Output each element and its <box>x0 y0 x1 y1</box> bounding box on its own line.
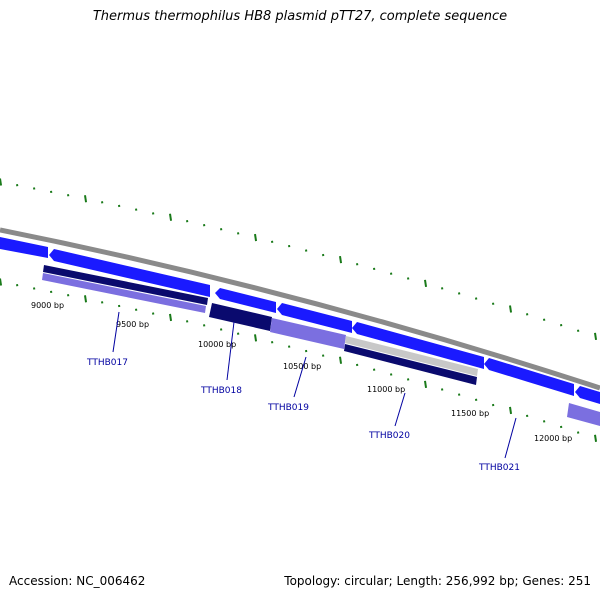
gene-label[interactable]: TTHB020 <box>368 431 410 441</box>
outer-tick-ring <box>0 178 598 340</box>
position-label: 10500 bp <box>283 362 321 371</box>
major-tick <box>339 255 343 264</box>
position-label: 9000 bp <box>31 301 64 310</box>
major-tick <box>169 213 173 221</box>
gene-leader-line <box>504 417 517 459</box>
major-tick <box>84 295 88 303</box>
map-title: Thermus thermophilus HB8 plasmid pTT27, … <box>92 9 508 24</box>
forward-gene-track <box>0 237 600 404</box>
inner-tick-ring <box>0 278 598 442</box>
gene-leader-line <box>394 392 406 427</box>
sequence-summary: Topology: circular; Length: 256,992 bp; … <box>284 574 591 588</box>
position-label: 12000 bp <box>534 434 572 443</box>
accession-text: Accession: NC_006462 <box>9 574 146 588</box>
feature-bar[interactable] <box>270 318 346 349</box>
feature-bar[interactable] <box>567 403 600 426</box>
feature-track <box>42 265 600 426</box>
major-tick <box>594 332 598 340</box>
gene-arrow[interactable] <box>49 249 210 297</box>
major-tick <box>509 406 513 415</box>
gene-arrow[interactable] <box>215 288 276 313</box>
gene-arrow[interactable] <box>277 303 352 333</box>
gene-label[interactable]: TTHB019 <box>267 403 309 413</box>
sequence-backbone <box>0 227 600 391</box>
gene-arrow[interactable] <box>575 386 600 404</box>
gene-label[interactable]: TTHB021 <box>478 463 520 473</box>
position-label: 9500 bp <box>116 320 149 329</box>
position-label: 11000 bp <box>367 385 405 394</box>
major-tick <box>339 356 343 364</box>
gene-arrow[interactable] <box>484 358 574 396</box>
major-tick <box>424 279 428 288</box>
feature-bar[interactable] <box>42 273 206 313</box>
major-tick <box>254 233 258 242</box>
gene-labels: TTHB017 TTHB018 TTHB019 TTHB020 TTHB021 <box>86 311 520 473</box>
gene-leader-line <box>226 321 235 381</box>
position-label: 10000 bp <box>198 340 236 349</box>
position-label: 11500 bp <box>451 409 489 418</box>
major-tick <box>254 334 258 342</box>
major-tick <box>509 305 513 313</box>
gene-leader-line <box>112 311 120 353</box>
feature-bar[interactable] <box>344 344 477 385</box>
gene-leader-line <box>293 356 307 398</box>
feature-bar[interactable] <box>345 336 478 376</box>
feature-bar[interactable] <box>43 265 208 305</box>
position-labels: 9000 bp 9500 bp 10000 bp 10500 bp 11000 … <box>31 301 572 443</box>
feature-bar[interactable] <box>209 303 272 331</box>
major-tick <box>594 434 598 442</box>
major-tick <box>84 195 88 203</box>
gene-label[interactable]: TTHB018 <box>200 386 242 396</box>
major-tick <box>424 380 428 389</box>
gene-arrow[interactable] <box>0 237 48 258</box>
major-tick <box>169 313 173 322</box>
major-tick <box>0 278 3 286</box>
gene-label[interactable]: TTHB017 <box>86 358 128 368</box>
major-tick <box>0 178 3 186</box>
gene-arrow[interactable] <box>352 322 484 369</box>
